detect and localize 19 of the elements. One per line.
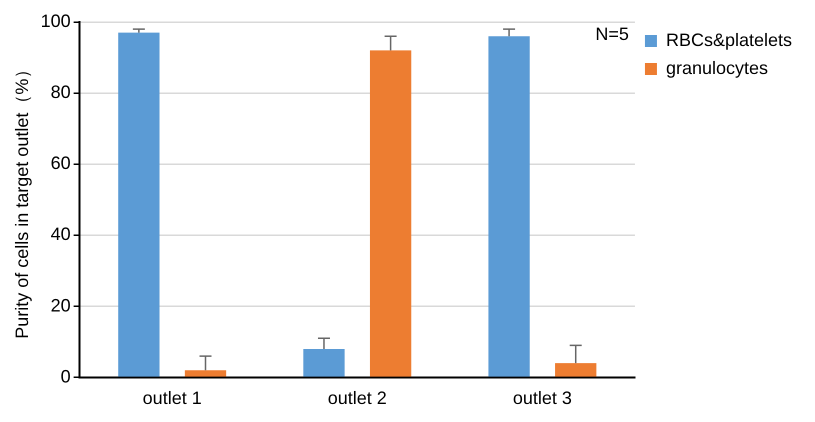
x-tick-label: outlet 3 <box>512 388 572 408</box>
bar <box>555 363 596 377</box>
bar <box>184 370 226 377</box>
annotation: N=5 <box>595 24 629 44</box>
bar <box>488 36 530 377</box>
y-tick-label: 20 <box>50 295 71 316</box>
y-tick-label: 100 <box>40 10 71 31</box>
bar <box>370 50 412 377</box>
bar <box>118 32 160 377</box>
y-tick-label: 60 <box>50 153 71 174</box>
y-tick-label: 0 <box>60 366 71 386</box>
y-tick-label: 80 <box>50 82 71 102</box>
bar <box>303 348 345 377</box>
legend-label: granulocytes <box>666 58 768 78</box>
y-axis-title: Purity of cells in target outlet（%） <box>12 60 32 339</box>
x-tick-label: outlet 2 <box>328 388 387 408</box>
x-tick-label: outlet 1 <box>142 388 202 408</box>
y-tick-label: 40 <box>50 224 71 244</box>
legend-label: RBCs&platelets <box>666 30 792 50</box>
